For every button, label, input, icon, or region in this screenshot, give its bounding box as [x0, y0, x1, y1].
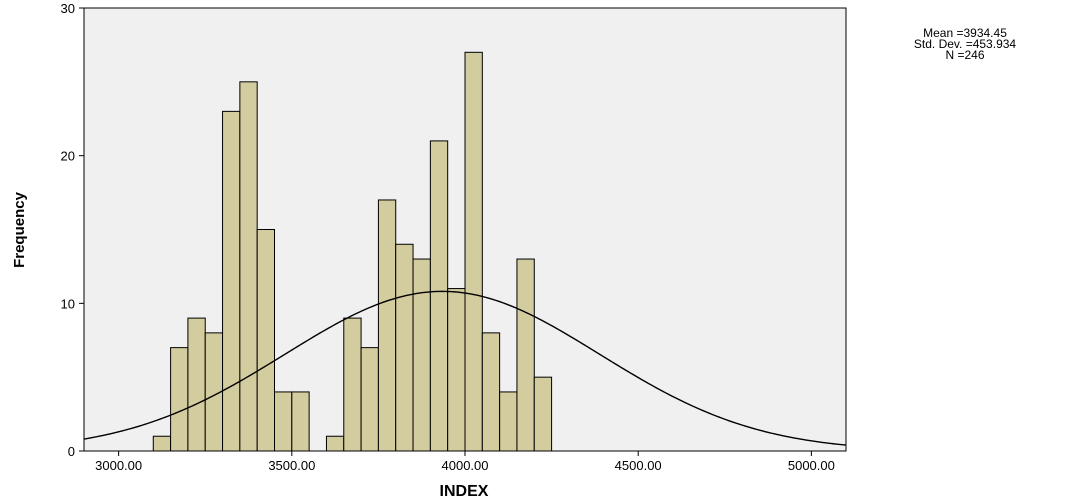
y-tick-label: 30	[61, 1, 75, 16]
mean-text: Mean =3934.45	[923, 26, 1007, 40]
histogram-bar	[222, 110, 241, 452]
bars	[152, 51, 553, 452]
x-tick-label: 4000.00	[442, 458, 489, 473]
histogram-bar	[447, 288, 466, 452]
x-tick-label: 3500.00	[268, 458, 315, 473]
y-axis-label: Frequency	[11, 191, 28, 268]
histogram-bar	[533, 376, 553, 452]
histogram-bar	[412, 258, 431, 452]
normal-curve	[83, 290, 847, 446]
histogram-bar	[187, 317, 206, 452]
x-axis-label: INDEX	[440, 483, 489, 499]
histogram-bar	[170, 347, 189, 452]
histogram-bar	[395, 243, 414, 452]
histogram-bar	[481, 332, 501, 452]
histogram-bar	[239, 81, 258, 452]
y-tick-label: 0	[68, 444, 75, 459]
x-tick-label: 3000.00	[95, 458, 142, 473]
x-tick-label: 4500.00	[615, 458, 662, 473]
x-tick-label: 5000.00	[788, 458, 835, 473]
histogram-bar	[343, 317, 362, 452]
y-tick-label: 10	[61, 296, 75, 311]
std-dev-text: Std. Dev. =453.934	[913, 37, 1017, 51]
y-tick-label: 20	[61, 149, 75, 164]
stats-legend: Mean =3934.45 Std. Dev. =453.934 N =246	[870, 26, 1060, 62]
axes: 3000.00 3500.00 4000.00 4500.00 5000.00 0 10 20…	[61, 1, 835, 473]
histogram-bar	[464, 51, 483, 452]
histogram-bar	[256, 229, 276, 452]
histogram-bar	[377, 199, 397, 452]
histogram-bar	[516, 258, 535, 452]
histogram-bar	[429, 140, 449, 452]
histogram-bar	[499, 391, 518, 452]
histogram-bar	[274, 391, 293, 452]
histogram-bar	[325, 435, 345, 452]
histogram-bar	[291, 391, 310, 452]
n-text: N =246	[945, 48, 985, 62]
histogram-bar	[360, 347, 379, 452]
histogram-bar	[152, 435, 172, 452]
